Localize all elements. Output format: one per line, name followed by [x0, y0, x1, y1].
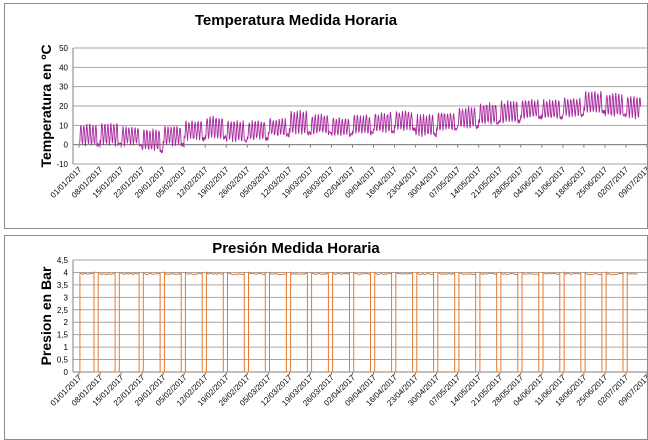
y-tick-label: -10 — [56, 160, 68, 169]
temperature-chart-title: Temperatura Medida Horaria — [194, 12, 398, 29]
y-tick-label: 1,5 — [57, 331, 69, 340]
y-tick-label: 10 — [59, 121, 68, 130]
y-tick-label: 3,5 — [57, 281, 69, 290]
y-tick-label: 40 — [59, 63, 68, 72]
y-tick-label: 30 — [59, 83, 68, 92]
y-tick-label: 3 — [64, 293, 69, 302]
y-tick-label: 1 — [64, 343, 69, 352]
y-tick-label: 0,5 — [57, 356, 69, 365]
y-tick-label: 0 — [64, 368, 69, 377]
y-tick-label: 2,5 — [57, 306, 69, 315]
pressure-series-line — [79, 270, 638, 373]
y-tick-label: 50 — [59, 44, 68, 53]
y-axis-title: Temperatura en ºC — [38, 44, 54, 167]
y-tick-label: 0 — [64, 141, 69, 150]
y-tick-label: 4 — [64, 268, 69, 277]
temperature-chart-panel: Temperatura Medida Horaria -10 0 10 20 30 40 5… — [4, 3, 648, 229]
pressure-chart-panel: Presión Medida Horaria 0 0,5 1 1,5 2 2,5 3 3,5 4… — [4, 235, 648, 440]
y-tick-label: 4,5 — [57, 256, 69, 265]
y-tick-label: 2 — [64, 318, 69, 327]
temperature-series-line — [78, 90, 642, 154]
y-axis-title: Presion en Bar — [38, 266, 54, 365]
y-tick-label: 20 — [59, 102, 68, 111]
pressure-chart-title: Presión Medida Horaria — [212, 240, 380, 257]
